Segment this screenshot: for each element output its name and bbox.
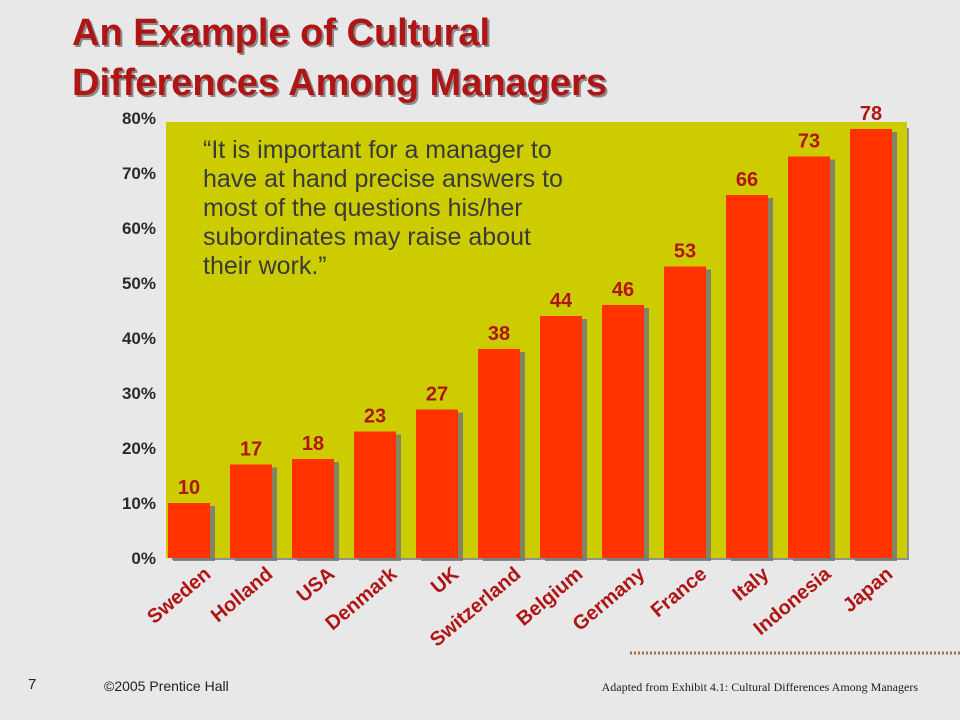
source-note: Adapted from Exhibit 4.1: Cultural Diffe… [601, 680, 918, 694]
x-tick-label: Japan [839, 563, 897, 617]
data-label: 66 [736, 169, 758, 191]
y-tick-label: 70% [122, 164, 156, 183]
y-tick-label: 0% [131, 549, 156, 568]
x-tick-label: USA [293, 563, 339, 607]
data-label: 44 [550, 290, 573, 312]
data-label: 23 [364, 406, 386, 428]
bar [726, 195, 768, 558]
bar [168, 503, 210, 558]
title-line-2: Differences Among Managers [72, 62, 607, 104]
page-number: 7 [28, 676, 37, 693]
data-label: 73 [798, 131, 820, 153]
data-label: 17 [240, 439, 262, 461]
y-tick-label: 80% [122, 109, 156, 128]
quote-text: “It is important for a manager to have a… [203, 136, 563, 280]
bar [478, 349, 520, 558]
x-tick-label: Sweden [143, 563, 215, 628]
y-tick-label: 40% [122, 329, 156, 348]
y-tick-label: 60% [122, 219, 156, 238]
bar [664, 266, 706, 558]
title-line-1: An Example of Cultural [72, 12, 491, 54]
y-tick-label: 30% [122, 384, 156, 403]
x-tick-label: Italy [728, 562, 773, 605]
data-label: 78 [860, 103, 882, 125]
bar [850, 129, 892, 558]
bar [230, 464, 272, 558]
bar [416, 409, 458, 558]
data-label: 53 [674, 241, 696, 263]
bar [602, 305, 644, 558]
copyright-text: ©2005 Prentice Hall [104, 678, 229, 694]
bar [292, 459, 334, 558]
slide-title: An Example of Cultural Differences Among… [72, 8, 932, 108]
y-tick-label: 50% [122, 274, 156, 293]
bar [788, 156, 830, 558]
y-tick-label: 20% [122, 439, 156, 458]
data-label: 46 [612, 279, 634, 301]
bar [540, 316, 582, 558]
x-tick-label: France [647, 563, 711, 622]
x-tick-label: UK [427, 563, 464, 599]
x-tick-label: Holland [207, 563, 277, 627]
y-tick-label: 10% [122, 494, 156, 513]
data-label: 18 [302, 433, 324, 455]
decorative-rule [630, 651, 960, 655]
data-label: 27 [426, 384, 448, 406]
data-label: 10 [178, 477, 200, 499]
plot-area [166, 122, 907, 558]
bar [354, 431, 396, 558]
data-label: 38 [488, 323, 510, 345]
